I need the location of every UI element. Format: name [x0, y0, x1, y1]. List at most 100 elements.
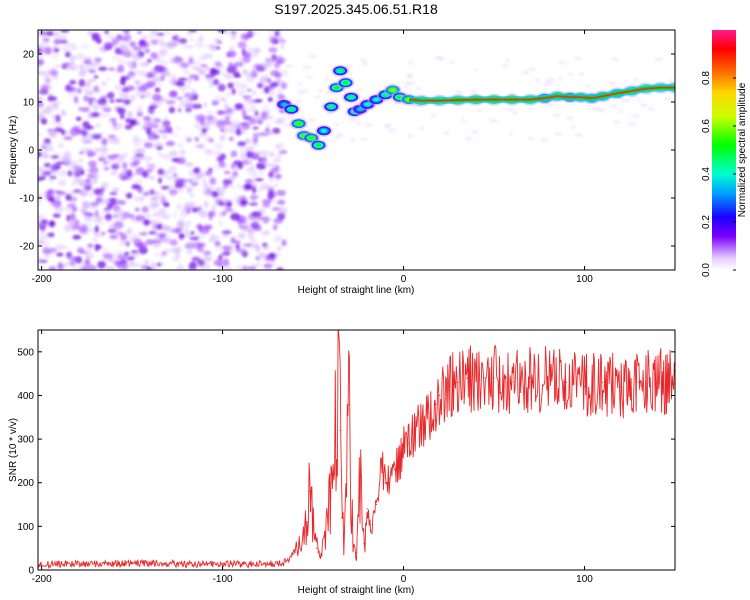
snr-point	[341, 517, 343, 519]
y-tick-label: 400	[17, 391, 34, 402]
spectrogram-y-label: Frequency (Hz)	[8, 116, 19, 185]
snr-point	[203, 563, 206, 565]
ridge-point	[336, 76, 355, 89]
snr-point	[565, 381, 568, 383]
y-tick-label: 100	[17, 522, 34, 533]
colorbar-tick-label: 0.4	[701, 167, 712, 181]
snr-point	[529, 377, 531, 379]
snr-point	[276, 562, 278, 565]
snr-point	[359, 473, 361, 475]
x-tick-label: 0	[401, 274, 407, 285]
colorbar-tick-label: 0.8	[701, 71, 712, 85]
snr-point	[366, 508, 368, 510]
x-tick-label: 100	[576, 274, 593, 285]
snr-point	[547, 377, 549, 379]
snr-point	[305, 521, 307, 523]
snr-point	[384, 482, 387, 484]
snr-point	[258, 563, 260, 565]
snr-point	[583, 386, 586, 388]
colorbar-tick-label: 0.0	[701, 263, 712, 277]
snr-point	[399, 460, 401, 462]
snr-point	[308, 490, 310, 493]
snr-x-ticks: -200 -100 0 100	[32, 330, 593, 585]
snr-point	[493, 377, 495, 379]
y-tick-label: 200	[17, 478, 34, 489]
snr-point	[448, 386, 450, 388]
snr-point	[95, 562, 97, 565]
spectrogram-x-ticks: -200 -100 0 100	[32, 30, 593, 285]
ridge-point	[282, 103, 301, 116]
snr-point	[370, 530, 372, 532]
snr-point	[363, 543, 365, 545]
spectrogram-heatmap	[38, 30, 675, 270]
snr-point	[222, 562, 224, 565]
spectrogram-x-label: Height of straight line (km)	[298, 285, 415, 296]
snr-point	[290, 556, 292, 558]
x-tick-label: -200	[32, 574, 52, 585]
x-tick-label: 100	[576, 574, 593, 585]
ridge-point	[322, 100, 341, 113]
colorbar-tick-label: 0.2	[701, 215, 712, 229]
snr-point	[298, 543, 300, 545]
snr-y-ticks: 500 400 300 200 100 0	[17, 347, 675, 577]
y-tick-label: 0	[28, 146, 34, 157]
chart-title: S197.2025.345.06.51.R18	[274, 1, 438, 17]
snr-point	[408, 442, 410, 445]
snr-y-label: SNR (10 * v/v)	[8, 418, 19, 482]
snr-point	[343, 543, 345, 545]
noise-speckle	[38, 30, 289, 270]
snr-line	[38, 330, 675, 570]
x-tick-label: -200	[32, 274, 52, 285]
snr-point	[355, 551, 358, 554]
ridge-band-core	[408, 86, 675, 102]
snr-point	[240, 563, 242, 565]
ridge-point	[289, 117, 308, 130]
snr-point	[77, 563, 79, 565]
snr-point	[185, 563, 187, 565]
y-tick-label: 20	[23, 50, 35, 61]
x-tick-label: -100	[213, 274, 233, 285]
ridge-point	[314, 124, 333, 137]
snr-point	[388, 477, 390, 479]
snr-point	[149, 562, 151, 565]
y-tick-label: 300	[17, 435, 34, 446]
snr-point	[319, 556, 321, 558]
ridge-point	[342, 91, 361, 104]
snr-point	[602, 381, 604, 383]
snr-point	[475, 377, 477, 379]
snr-point	[345, 499, 347, 501]
snr-panel: -200 -100 0 100 500 400 300 200 100 0 Height of …	[8, 329, 676, 596]
snr-point	[403, 447, 405, 449]
snr-point	[339, 429, 341, 431]
snr-point	[381, 464, 383, 466]
snr-x-label: Height of straight line (km)	[298, 585, 415, 596]
y-tick-label: 10	[23, 98, 35, 109]
snr-plot-area	[38, 330, 675, 570]
ridge-point	[309, 139, 328, 152]
snr-point	[620, 386, 622, 388]
snr-point	[330, 482, 332, 484]
snr-point	[466, 377, 468, 379]
snr-point	[656, 381, 658, 383]
snr-point	[428, 412, 430, 414]
snr-point	[316, 547, 318, 549]
y-tick-label: -20	[20, 242, 35, 253]
snr-point	[511, 381, 513, 383]
snr-point	[638, 381, 640, 383]
x-tick-label: 0	[401, 574, 407, 585]
snr-point	[484, 377, 486, 379]
snr-point	[59, 563, 61, 565]
snr-point	[375, 503, 377, 506]
snr-point	[413, 429, 415, 431]
snr-point	[325, 534, 327, 536]
snr-point	[113, 563, 115, 565]
snr-point	[285, 561, 287, 563]
colorbar-gradient	[712, 30, 736, 270]
snr-point	[348, 403, 350, 405]
snr-point	[439, 394, 441, 397]
snr-point	[352, 543, 354, 545]
colorbar-ticks: 0.8 0.6 0.4 0.2 0.0	[701, 71, 736, 277]
ridge-point	[331, 64, 350, 77]
